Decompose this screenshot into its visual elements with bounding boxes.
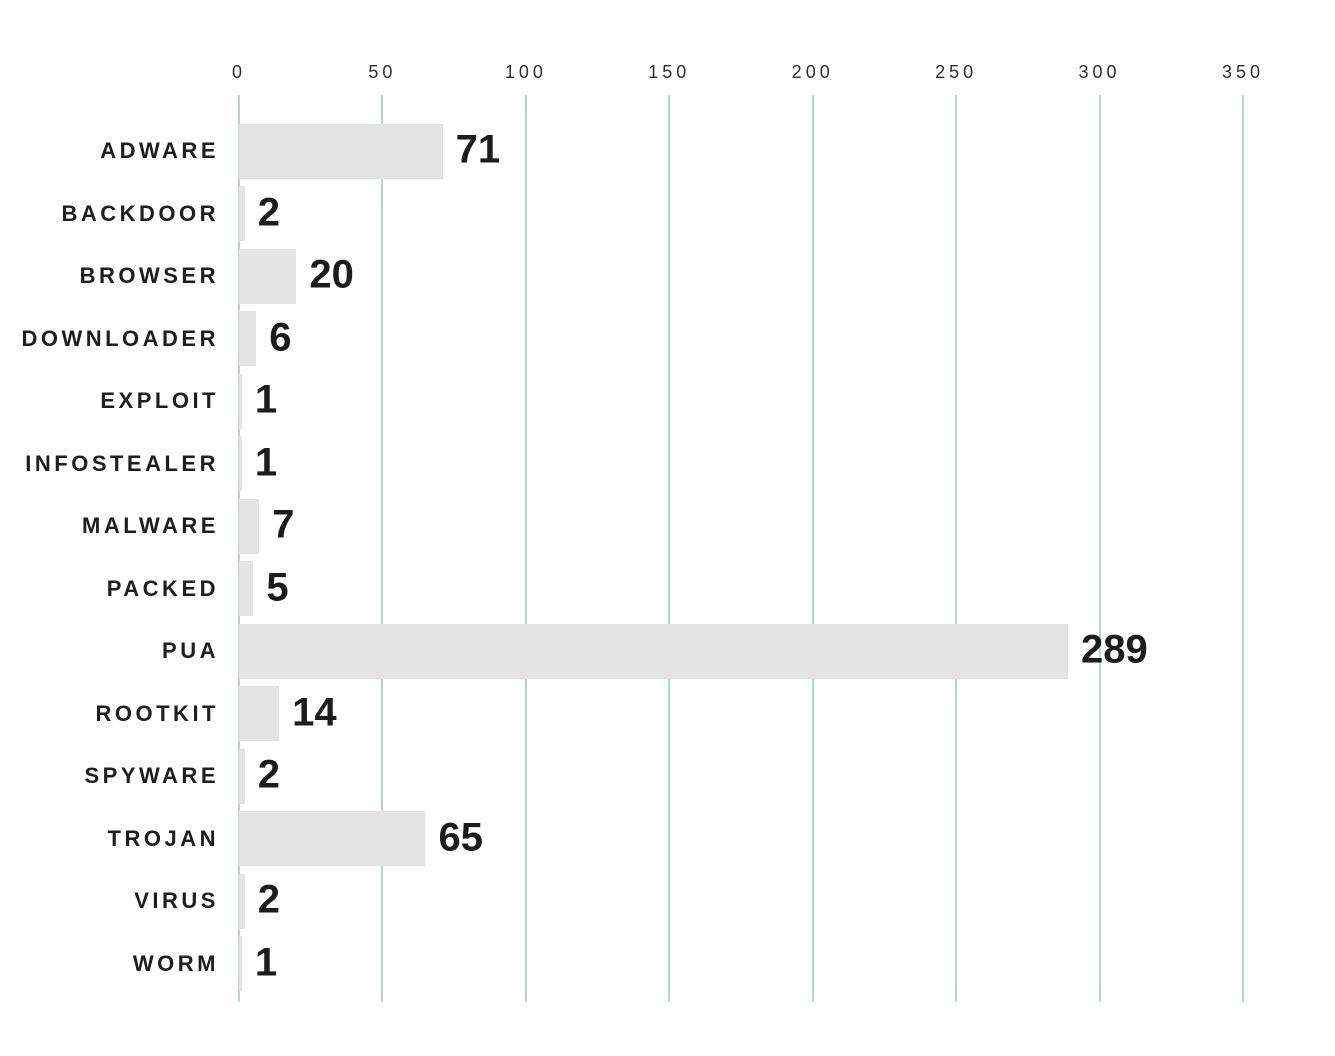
bar-row: INFOSTEALER 1: [0, 433, 1335, 496]
bar-row: BACKDOOR 2: [0, 183, 1335, 246]
value-label: 2: [257, 190, 280, 235]
value-label: 71: [455, 127, 501, 172]
x-tick-label: 200: [791, 62, 834, 82]
value-label: 14: [292, 690, 337, 735]
value-label: 2: [257, 752, 280, 797]
bar-row: MALWARE 7: [0, 495, 1335, 558]
bar-row: WORM 1: [0, 933, 1335, 996]
value-label: 20: [309, 252, 354, 297]
category-label: MALWARE: [82, 513, 219, 539]
bar-row: VIRUS 2: [0, 870, 1335, 933]
bar-row: ROOTKIT 14: [0, 683, 1335, 746]
bar: [239, 623, 1069, 679]
bar: [239, 686, 280, 741]
gridline: [955, 95, 958, 1002]
value-label: 7: [272, 502, 295, 547]
value-label: 5: [266, 565, 289, 610]
category-label: ADWARE: [100, 138, 219, 164]
bar-row: SPYWARE 2: [0, 745, 1335, 808]
bar: [239, 123, 443, 179]
category-label: BACKDOOR: [61, 200, 219, 226]
value-label: 65: [438, 815, 483, 860]
gridline: [1098, 95, 1101, 1002]
value-label: 6: [269, 315, 292, 360]
category-label: EXPLOIT: [100, 388, 219, 414]
x-tick-label: 0: [231, 62, 247, 82]
value-label: 1: [254, 940, 278, 985]
x-tick-label: 150: [648, 62, 691, 82]
gridline: [524, 95, 527, 1002]
gridline: [811, 95, 814, 1002]
bar: [239, 748, 245, 804]
bar: [239, 311, 257, 366]
gridline: [668, 95, 671, 1002]
bar: [239, 248, 297, 304]
bar: [239, 373, 242, 429]
category-label: WORM: [132, 950, 219, 976]
x-tick-label: 250: [935, 62, 978, 82]
bar: [239, 498, 260, 554]
x-tick-label: 50: [368, 62, 397, 82]
category-label: DOWNLOADER: [21, 325, 219, 351]
value-label: 2: [257, 877, 280, 922]
bar: [239, 811, 426, 866]
bar: [239, 936, 242, 991]
category-label: SPYWARE: [84, 763, 219, 789]
category-label: BROWSER: [79, 263, 219, 289]
category-label: PUA: [162, 638, 219, 664]
bar-row: BROWSER 20: [0, 245, 1335, 308]
x-tick-label: 300: [1078, 62, 1121, 82]
bar-row: DOWNLOADER 6: [0, 308, 1335, 371]
bar: [239, 873, 245, 929]
bar: [239, 436, 242, 491]
category-label: VIRUS: [134, 888, 219, 914]
category-label: PACKED: [106, 575, 219, 601]
category-label: ROOTKIT: [95, 700, 219, 726]
x-tick-label: 350: [1221, 62, 1265, 82]
value-label: 1: [254, 440, 278, 485]
gridline: [1242, 95, 1244, 1002]
value-label: 289: [1081, 627, 1148, 672]
bar-row: EXPLOIT 1: [0, 370, 1335, 433]
gridline: [381, 95, 384, 1002]
category-label: INFOSTEALER: [25, 450, 219, 476]
category-label: TROJAN: [107, 825, 219, 851]
bar: [239, 561, 254, 616]
bar: [239, 186, 245, 241]
bar-row: PUA 289: [0, 620, 1335, 683]
bar-row: ADWARE 71: [0, 120, 1335, 183]
bar-row: TROJAN 65: [0, 808, 1335, 871]
value-label: 1: [254, 377, 278, 422]
bar-row: PACKED 5: [0, 558, 1335, 621]
x-tick-label: 100: [504, 62, 547, 82]
